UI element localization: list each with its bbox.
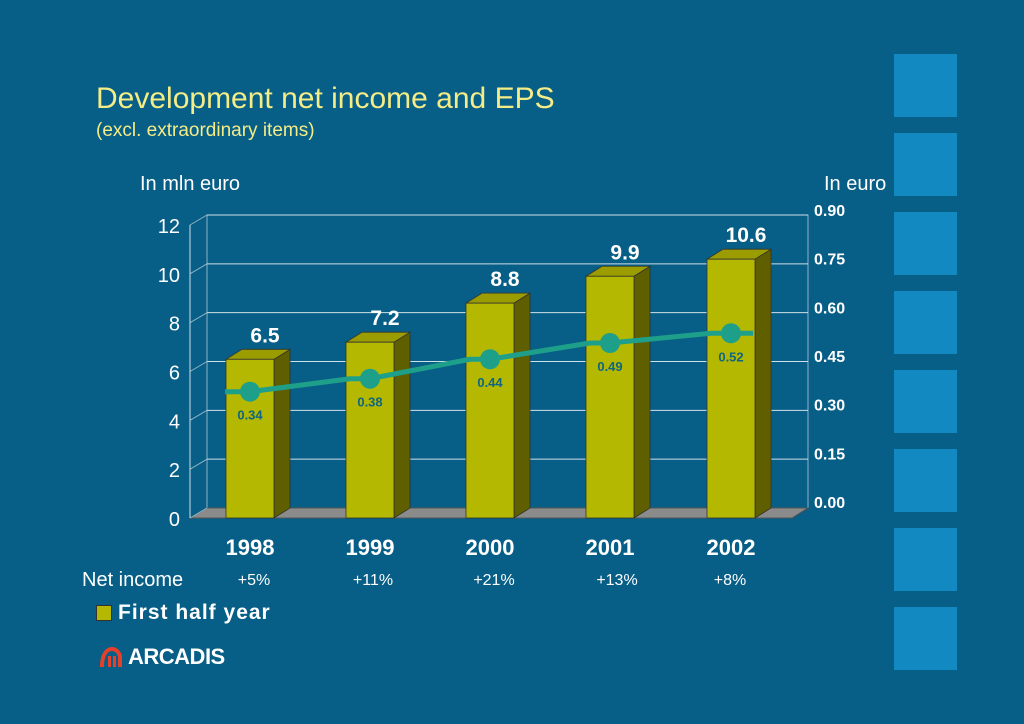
right-tick-label: 0.60 — [814, 300, 845, 317]
eps-value-label: 0.49 — [597, 359, 622, 374]
eps-point — [240, 381, 260, 402]
bar-value-label: 8.8 — [490, 268, 520, 291]
decorative-squares — [894, 54, 957, 686]
bar-value-label: 6.5 — [250, 324, 280, 347]
growth-label: Net income — [82, 569, 184, 591]
legend-label: First half year — [118, 601, 271, 624]
bar — [465, 302, 515, 519]
left-axis-label: In mln euro — [140, 173, 241, 195]
right-tick-label: 0.75 — [814, 252, 845, 269]
growth-value: +8% — [713, 572, 747, 589]
gridline-side — [189, 458, 208, 470]
decor-square — [894, 528, 957, 591]
bar-side — [633, 265, 651, 519]
category-label: 2000 — [466, 535, 515, 560]
eps-value-label: 0.34 — [237, 408, 263, 423]
right-tick-label: 0.45 — [814, 349, 845, 366]
gridline-side — [189, 214, 208, 226]
category-label: 2002 — [707, 535, 756, 560]
bar-value-label: 10.6 — [726, 224, 767, 247]
right-tick-label: 0.90 — [814, 203, 845, 220]
left-tick-label: 12 — [158, 216, 180, 238]
eps-value-label: 0.38 — [357, 395, 382, 410]
category-label: 2001 — [586, 535, 635, 560]
right-axis-label: In euro — [824, 173, 887, 195]
left-tick-label: 4 — [169, 411, 180, 433]
left-tick-label: 8 — [169, 314, 180, 336]
legend: First half year — [96, 601, 271, 625]
gridline-side — [189, 409, 208, 421]
arcadis-logo-icon — [100, 647, 122, 667]
category-label: 1998 — [226, 535, 275, 560]
decor-square — [894, 607, 957, 670]
right-tick-label: 0.30 — [814, 398, 845, 415]
left-tick-label: 2 — [169, 460, 180, 482]
bar — [345, 341, 395, 519]
eps-value-label: 0.44 — [477, 375, 503, 390]
bar-side — [513, 292, 531, 519]
growth-value: +21% — [473, 572, 515, 589]
eps-point — [721, 323, 741, 344]
eps-point — [480, 349, 500, 370]
category-label: 1999 — [346, 535, 395, 560]
decor-square — [894, 133, 957, 196]
decor-square — [894, 291, 957, 354]
decor-square — [894, 370, 957, 433]
bar-value-label: 7.2 — [370, 307, 399, 330]
bar-side — [393, 331, 411, 519]
floor-edge — [189, 507, 208, 519]
eps-value-label: 0.52 — [718, 349, 743, 364]
gridline-side — [189, 312, 208, 324]
growth-value: +5% — [237, 572, 271, 589]
gridline-side — [189, 263, 208, 275]
gridline-side — [189, 361, 208, 372]
bar-side — [754, 248, 772, 519]
growth-value: +13% — [596, 572, 638, 589]
bar — [585, 275, 635, 519]
chart-subtitle: (excl. extraordinary items) — [96, 120, 315, 141]
chart-title: Development net income and EPS — [96, 82, 555, 115]
legend-swatch — [96, 605, 112, 621]
decor-square — [894, 212, 957, 275]
growth-value: +11% — [352, 572, 394, 589]
right-tick-label: 0.00 — [814, 495, 845, 512]
bar-side — [273, 348, 291, 519]
arcadis-logo: ARCADIS — [98, 644, 225, 670]
eps-point — [600, 333, 620, 354]
decor-square — [894, 449, 957, 512]
left-tick-label: 0 — [169, 509, 180, 531]
logo-text: ARCADIS — [128, 644, 225, 669]
bar — [706, 258, 756, 519]
decor-square — [894, 54, 957, 117]
eps-point — [360, 368, 380, 389]
bar-value-label: 9.9 — [610, 241, 639, 264]
left-tick-label: 10 — [158, 265, 180, 287]
left-tick-label: 6 — [169, 363, 180, 385]
right-tick-label: 0.15 — [814, 446, 845, 463]
